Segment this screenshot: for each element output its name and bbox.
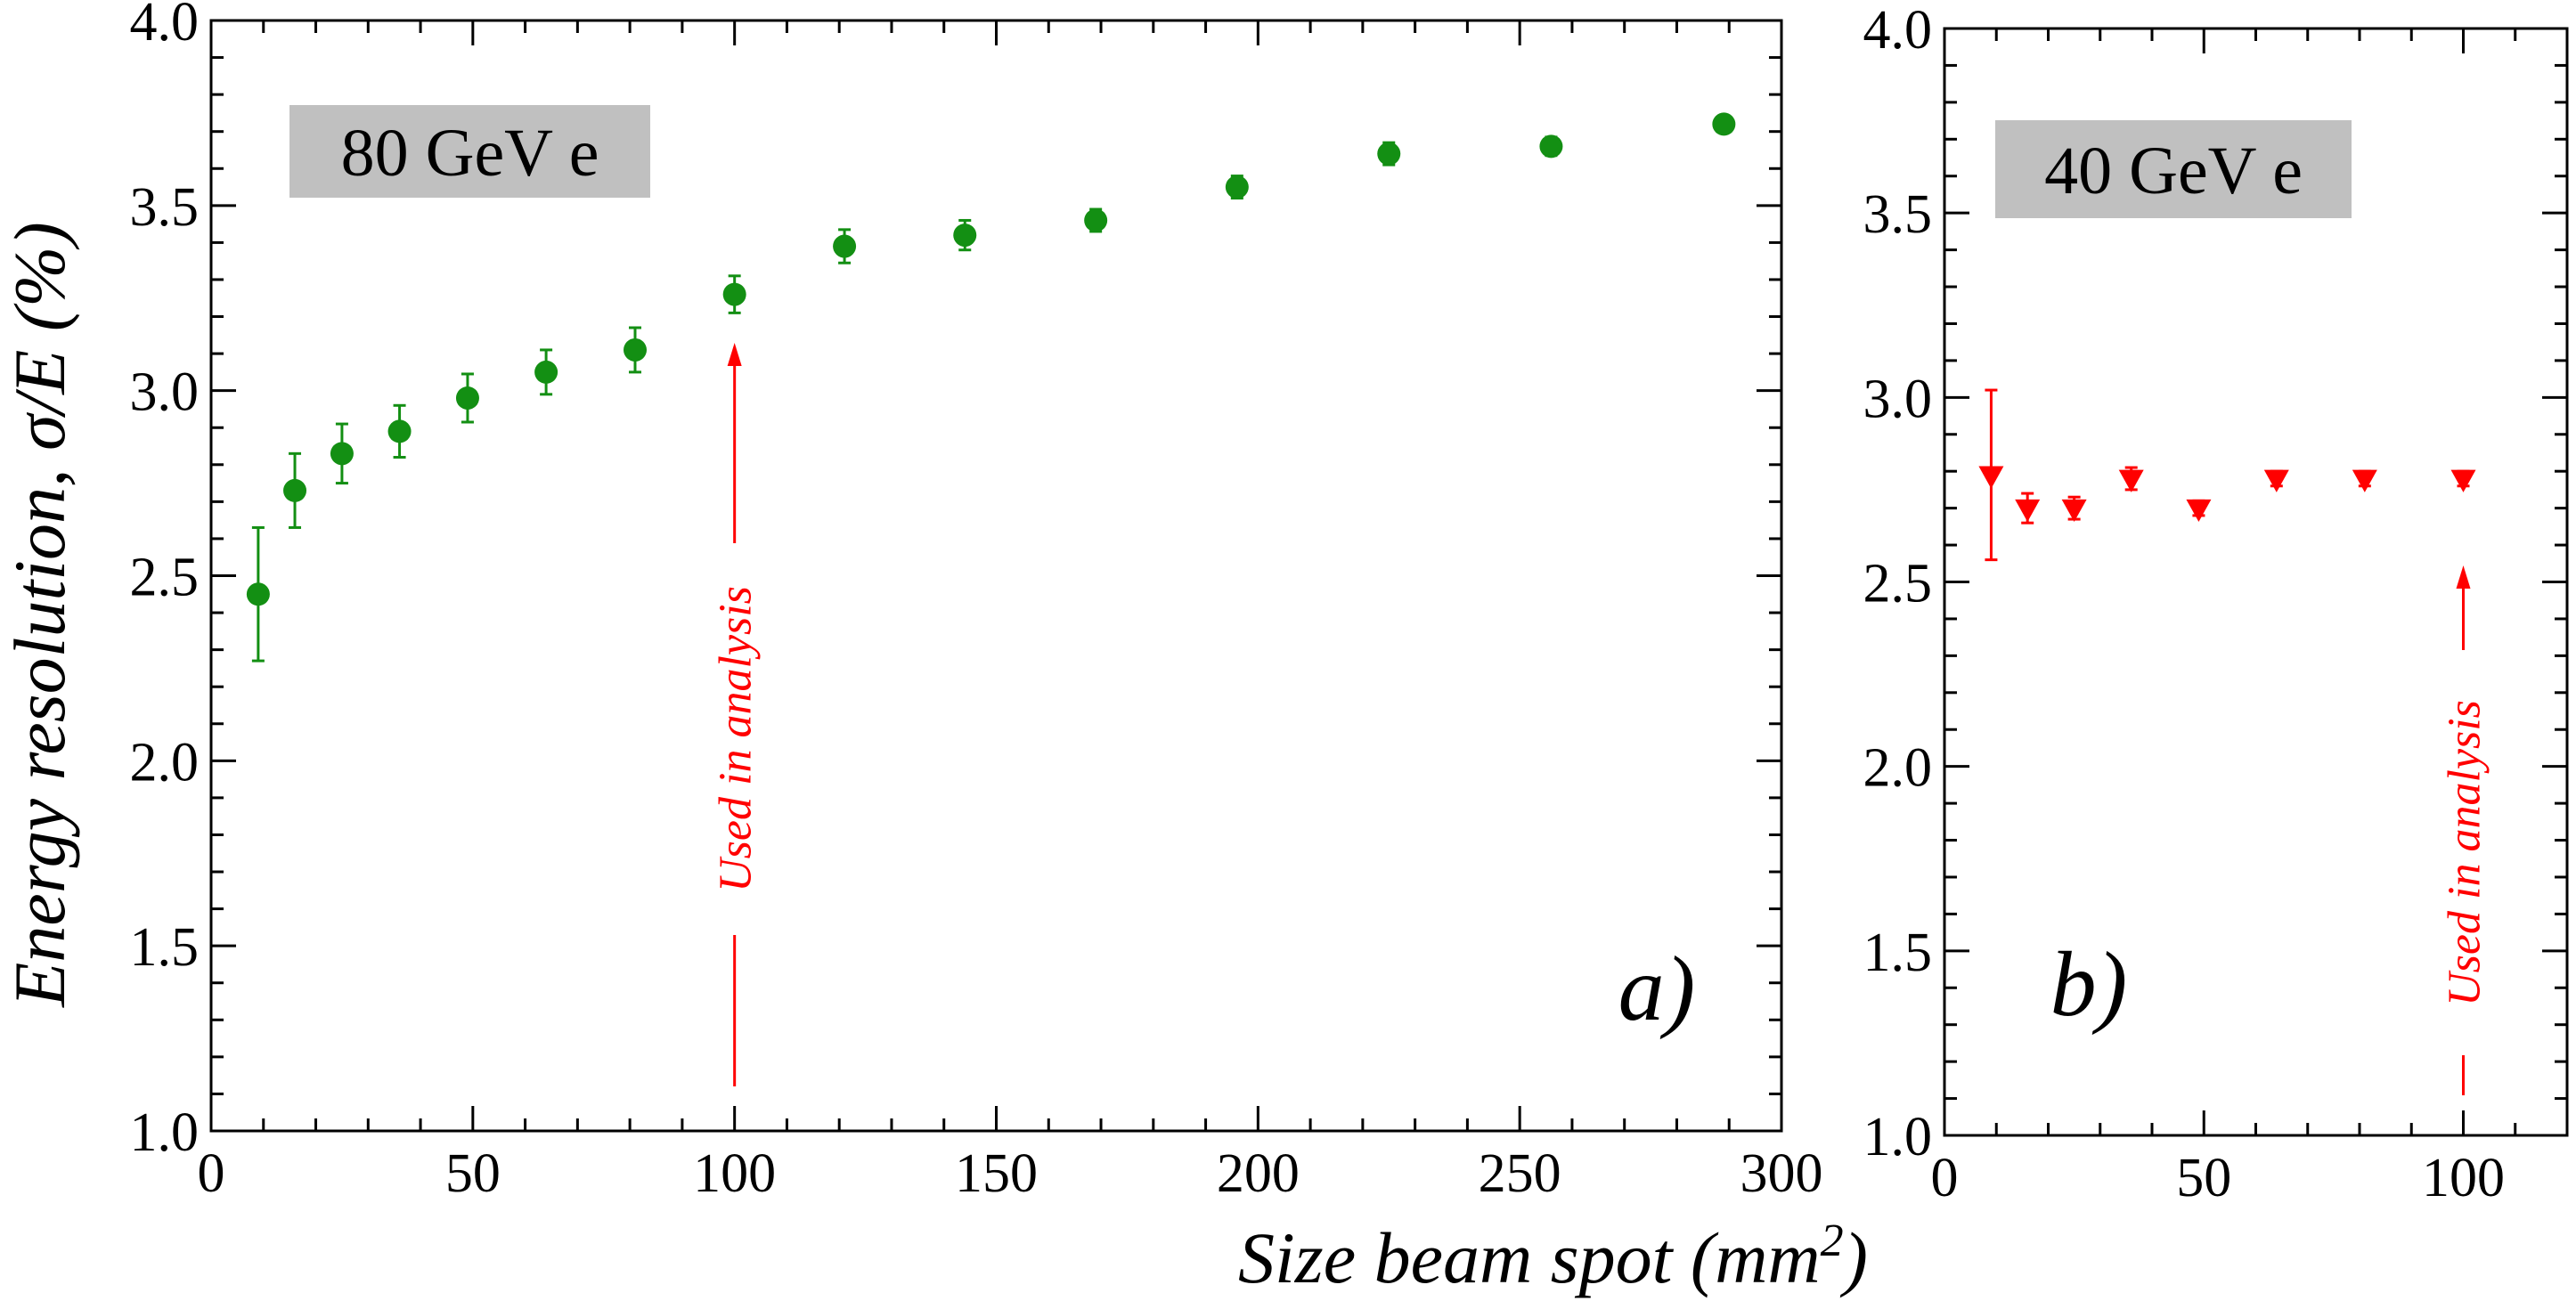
y-tick-label: 1.0 <box>1863 1107 1933 1167</box>
data-point <box>387 419 412 443</box>
data-point <box>2352 469 2377 492</box>
data-point <box>2186 499 2212 523</box>
x-tick-label: 300 <box>1740 1143 1823 1204</box>
data-point <box>2450 469 2476 492</box>
data-point <box>455 386 479 410</box>
x-axis-title: Size beam spot (mm2) <box>1238 1216 1868 1298</box>
x-axis-title-main: Size beam spot (mm <box>1238 1217 1821 1298</box>
x-tick-label: 100 <box>2422 1148 2505 1208</box>
panel-a-plot: 0 50 100 150 200 250 300 1.0 1.5 2.0 2.5 3.0 3.5 4.0 8… <box>130 0 1823 1204</box>
x-tick-label: 50 <box>445 1143 501 1204</box>
x-tick-label: 0 <box>198 1143 225 1204</box>
x-tick-label: 250 <box>1479 1143 1561 1204</box>
x-tick-label: 100 <box>693 1143 776 1204</box>
y-tick-label: 3.0 <box>1863 369 1933 429</box>
data-point <box>330 442 354 466</box>
annotation-arrow-head <box>727 343 742 366</box>
y-tick-label: 2.0 <box>130 732 200 793</box>
x-axis-title-close: ) <box>1840 1217 1868 1298</box>
panel-letter: a) <box>1618 938 1696 1040</box>
data-point <box>1225 175 1249 199</box>
x-tick-label: 200 <box>1217 1143 1300 1204</box>
x-axis-title-superscript: 2 <box>1821 1216 1844 1266</box>
data-point <box>953 224 977 248</box>
data-point <box>2015 499 2041 523</box>
energy-badge-label: 40 GeV e <box>2044 134 2303 208</box>
data-point <box>283 478 307 502</box>
data-point <box>722 282 746 306</box>
x-tick-label: 0 <box>1931 1148 1959 1208</box>
data-point <box>833 234 857 258</box>
y-tick-label: 1.5 <box>130 917 200 978</box>
y-tick-label: 2.5 <box>130 548 200 608</box>
y-tick-label: 3.5 <box>1863 184 1933 245</box>
data-point <box>2061 499 2087 523</box>
x-tick-label: 50 <box>2176 1148 2231 1208</box>
data-point <box>1377 142 1401 166</box>
data-point <box>1978 466 2004 489</box>
data-point <box>1084 208 1108 232</box>
data-point <box>2118 469 2144 492</box>
data-point <box>534 360 558 384</box>
y-tick-label: 2.5 <box>1863 554 1933 614</box>
y-tick-label: 3.0 <box>130 362 200 423</box>
panel-b-plot: 0 50 100 1.0 1.5 2.0 2.5 3.0 3.5 4.0 40 GeV e b) Use… <box>1863 0 2569 1208</box>
y-tick-label: 1.0 <box>130 1102 200 1163</box>
panel-letter: b) <box>2050 933 2128 1036</box>
y-tick-label: 4.0 <box>1863 0 1933 61</box>
energy-badge <box>289 105 650 198</box>
y-tick-label: 3.5 <box>130 177 200 238</box>
y-tick-label: 4.0 <box>130 0 200 53</box>
annotation-arrow-head <box>2456 565 2471 589</box>
annotation-text: Used in analysis <box>711 586 762 892</box>
data-point <box>2263 469 2289 492</box>
energy-badge <box>1995 120 2352 218</box>
annotation-text: Used in analysis <box>2440 700 2490 1006</box>
y-tick-label: 1.5 <box>1863 923 1933 983</box>
y-tick-label: 2.0 <box>1863 738 1933 799</box>
x-tick-label: 150 <box>955 1143 1038 1204</box>
y-axis-title: Energy resolution, σ/E (%) <box>0 222 80 1008</box>
data-point <box>1712 112 1736 136</box>
data-point <box>246 582 270 606</box>
data-point <box>624 337 648 362</box>
data-point <box>1539 134 1563 159</box>
energy-badge-label: 80 GeV e <box>341 116 599 191</box>
